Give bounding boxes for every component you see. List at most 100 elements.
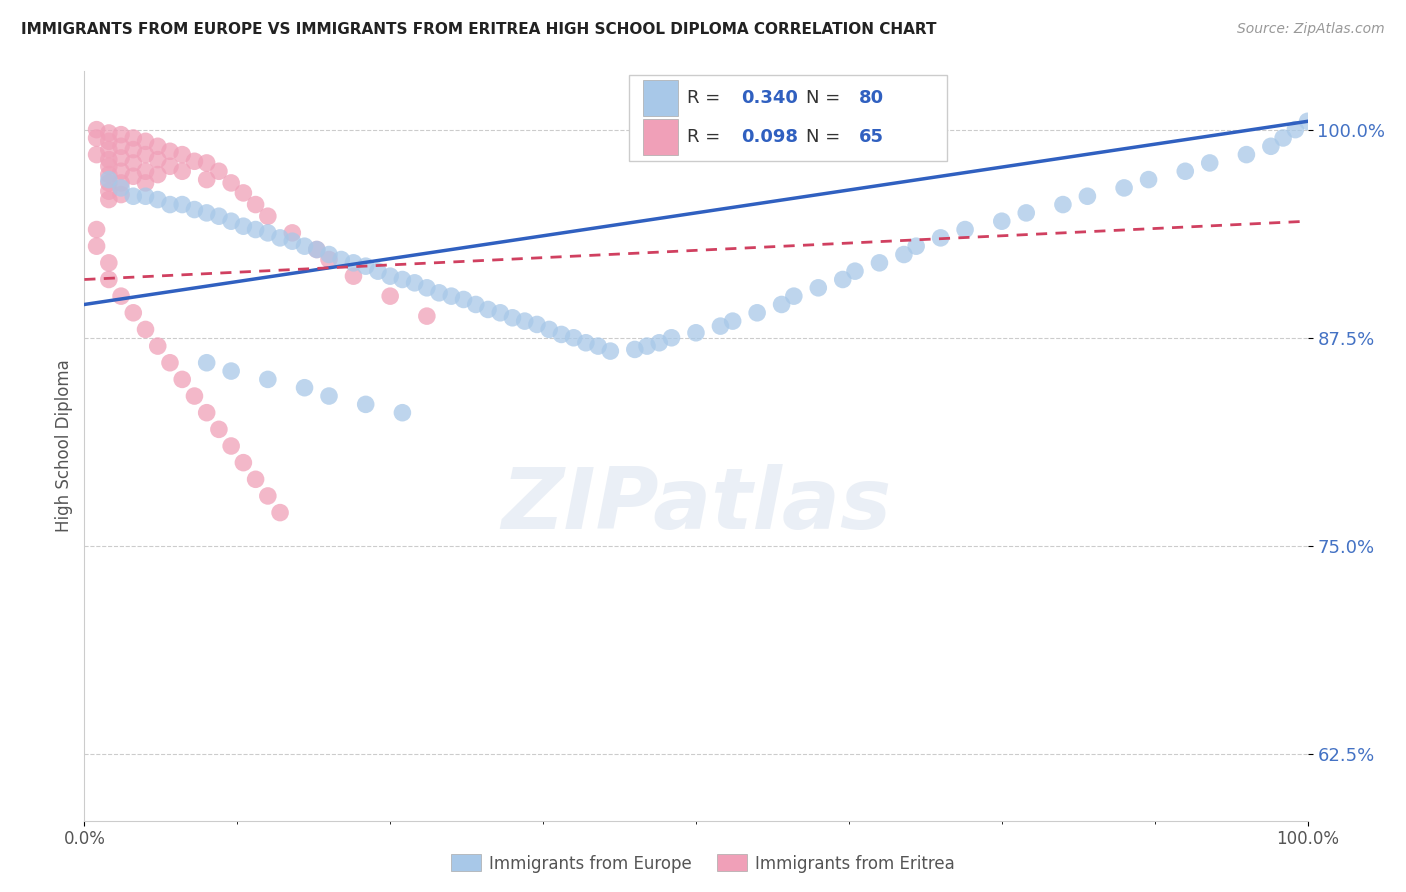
Text: R =: R = [688,128,727,145]
Point [1272,131,1295,145]
Point [97,126,120,140]
Point [135,322,157,336]
Point [257,372,280,386]
Point [97,159,120,173]
Point [86,122,108,136]
Point [110,187,132,202]
Point [416,309,439,323]
Point [844,264,866,278]
Point [404,276,426,290]
Point [453,293,475,307]
Point [893,247,915,261]
Point [661,331,683,345]
Point [110,151,132,165]
Point [305,243,328,257]
Point [905,239,928,253]
Point [599,344,621,359]
FancyBboxPatch shape [644,79,678,116]
Point [807,281,830,295]
Point [208,422,231,436]
Point [526,318,548,332]
Point [219,214,242,228]
Legend: Immigrants from Europe, Immigrants from Eritrea: Immigrants from Europe, Immigrants from … [444,847,962,880]
Text: N =: N = [806,128,846,145]
Point [318,247,340,261]
Point [502,310,524,325]
Point [208,164,231,178]
Point [367,264,389,278]
Point [146,339,169,353]
Point [1114,181,1136,195]
Point [135,164,157,178]
Point [636,339,658,353]
Point [1296,114,1319,128]
Point [477,302,499,317]
Point [232,186,254,200]
Point [97,272,120,286]
Point [1015,206,1038,220]
Point [391,406,413,420]
Point [122,143,145,157]
Point [146,153,169,167]
Point [354,397,377,411]
Point [342,269,364,284]
Point [146,193,169,207]
Point [110,139,132,153]
Point [1236,147,1258,161]
Point [183,389,205,403]
Point [195,206,218,220]
Point [122,131,145,145]
Point [172,147,194,161]
Point [440,289,463,303]
Point [122,189,145,203]
Point [318,389,340,403]
Point [122,156,145,170]
Point [869,256,891,270]
Point [97,184,120,198]
Point [122,169,145,184]
Point [391,272,413,286]
Point [195,356,218,370]
Text: 0.340: 0.340 [741,88,799,106]
Point [294,239,316,253]
Point [1137,172,1160,186]
Point [294,381,316,395]
Point [1076,189,1098,203]
Point [135,147,157,161]
Point [183,154,205,169]
Point [380,289,402,303]
Point [1174,164,1197,178]
Point [953,222,976,236]
Point [1284,122,1306,136]
Point [464,297,486,311]
Point [721,314,744,328]
Point [86,147,108,161]
Point [318,252,340,267]
Point [586,339,609,353]
Point [575,335,598,350]
Point [219,439,242,453]
Point [97,193,120,207]
Point [122,306,145,320]
Point [97,176,120,190]
Point [281,226,304,240]
Point [183,202,205,217]
Point [172,372,194,386]
Point [232,456,254,470]
Point [86,131,108,145]
Text: IMMIGRANTS FROM EUROPE VS IMMIGRANTS FROM ERITREA HIGH SCHOOL DIPLOMA CORRELATIO: IMMIGRANTS FROM EUROPE VS IMMIGRANTS FRO… [21,22,936,37]
FancyBboxPatch shape [628,75,946,161]
Point [538,322,561,336]
Point [685,326,707,340]
Point [110,164,132,178]
Point [783,289,806,303]
Point [416,281,439,295]
Point [342,256,364,270]
Point [380,269,402,284]
Point [195,172,218,186]
Point [135,134,157,148]
Text: N =: N = [806,88,846,106]
Point [550,327,572,342]
Point [195,156,218,170]
Point [97,172,120,186]
